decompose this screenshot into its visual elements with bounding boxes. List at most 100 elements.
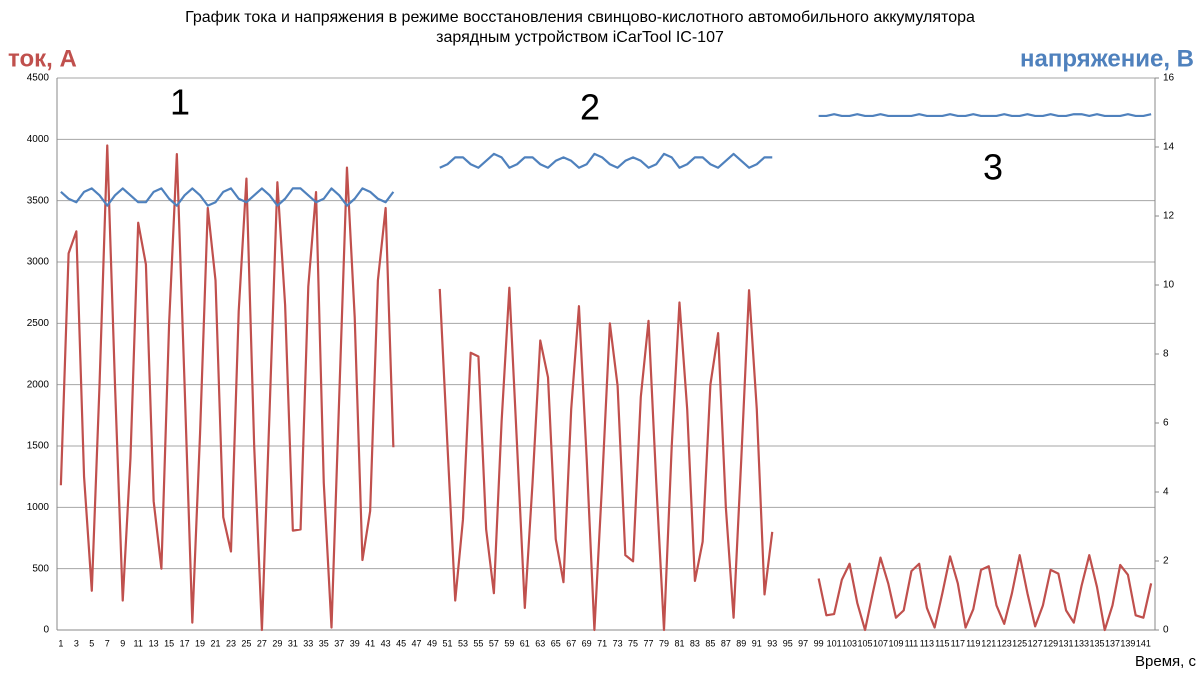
annotation: 2 xyxy=(580,87,600,128)
x-axis-title: Время, с xyxy=(1135,653,1196,670)
y2-tick-label: 2 xyxy=(1163,556,1169,567)
series-line xyxy=(60,113,1152,207)
annotation: 3 xyxy=(983,147,1003,188)
x-tick-label: 119 xyxy=(966,638,980,648)
x-tick-label: 23 xyxy=(226,638,236,648)
x-tick-label: 39 xyxy=(350,638,360,648)
x-tick-label: 133 xyxy=(1074,638,1089,648)
x-tick-label: 45 xyxy=(396,638,406,648)
x-tick-label: 9 xyxy=(120,638,125,648)
y-tick-label: 500 xyxy=(32,563,49,574)
x-tick-label: 73 xyxy=(613,638,623,648)
x-tick-label: 111 xyxy=(905,638,919,648)
y-tick-label: 0 xyxy=(43,625,49,636)
y2-tick-label: 12 xyxy=(1163,211,1175,222)
y2-axis-title: напряжение, В xyxy=(1020,45,1194,72)
x-tick-label: 35 xyxy=(319,638,329,648)
x-tick-label: 25 xyxy=(241,638,251,648)
x-tick-label: 43 xyxy=(381,638,391,648)
x-tick-label: 75 xyxy=(628,638,638,648)
y-tick-label: 2000 xyxy=(27,379,50,390)
x-tick-label: 113 xyxy=(920,638,934,648)
y-tick-label: 2500 xyxy=(27,318,50,329)
x-tick-label: 55 xyxy=(473,638,483,648)
x-tick-label: 15 xyxy=(164,638,174,648)
x-tick-label: 69 xyxy=(582,638,592,648)
x-tick-label: 3 xyxy=(74,638,79,648)
y2-tick-label: 6 xyxy=(1163,418,1169,429)
x-tick-label: 17 xyxy=(180,638,190,648)
x-tick-label: 101 xyxy=(827,638,842,648)
chart-title: зарядным устройством iCarTool IC-107 xyxy=(436,29,724,46)
x-tick-label: 97 xyxy=(798,638,808,648)
x-tick-label: 13 xyxy=(149,638,159,648)
x-tick-label: 139 xyxy=(1120,638,1135,648)
x-tick-label: 135 xyxy=(1089,638,1104,648)
x-tick-label: 105 xyxy=(858,638,873,648)
annotation: 1 xyxy=(170,82,190,123)
x-tick-label: 65 xyxy=(551,638,561,648)
x-tick-label: 71 xyxy=(597,638,607,648)
x-tick-label: 125 xyxy=(1012,638,1027,648)
x-tick-label: 77 xyxy=(644,638,654,648)
x-tick-label: 99 xyxy=(814,638,824,648)
x-tick-label: 29 xyxy=(272,638,282,648)
x-tick-label: 87 xyxy=(721,638,731,648)
y-tick-label: 4000 xyxy=(27,134,50,145)
y2-tick-label: 0 xyxy=(1163,625,1169,636)
x-tick-label: 7 xyxy=(105,638,110,648)
x-tick-label: 127 xyxy=(1028,638,1043,648)
x-tick-label: 49 xyxy=(427,638,437,648)
y-axis-title: ток, А xyxy=(8,45,77,72)
y-tick-label: 1000 xyxy=(27,502,50,513)
x-tick-label: 27 xyxy=(257,638,267,648)
x-tick-label: 93 xyxy=(767,638,777,648)
series-line xyxy=(59,144,1153,632)
x-tick-label: 137 xyxy=(1105,638,1120,648)
x-tick-label: 103 xyxy=(842,638,857,648)
x-tick-label: 31 xyxy=(288,638,298,648)
y2-tick-label: 14 xyxy=(1163,142,1175,153)
x-tick-label: 123 xyxy=(997,638,1012,648)
x-tick-label: 5 xyxy=(89,638,94,648)
x-tick-label: 57 xyxy=(489,638,499,648)
x-tick-label: 85 xyxy=(705,638,715,648)
x-tick-label: 91 xyxy=(752,638,762,648)
y-tick-label: 4500 xyxy=(27,73,50,84)
x-tick-label: 21 xyxy=(211,638,221,648)
y2-tick-label: 10 xyxy=(1163,280,1175,291)
chart-title: График тока и напряжения в режиме восста… xyxy=(185,9,975,26)
x-tick-label: 59 xyxy=(504,638,514,648)
x-tick-label: 37 xyxy=(334,638,344,648)
x-tick-label: 51 xyxy=(442,638,452,648)
x-tick-label: 115 xyxy=(935,638,949,648)
x-tick-label: 141 xyxy=(1136,638,1151,648)
x-tick-label: 79 xyxy=(659,638,669,648)
y2-tick-label: 16 xyxy=(1163,73,1175,84)
x-tick-label: 107 xyxy=(873,638,888,648)
x-tick-label: 117 xyxy=(951,638,965,648)
x-tick-label: 63 xyxy=(535,638,545,648)
x-tick-label: 129 xyxy=(1043,638,1058,648)
x-tick-label: 1 xyxy=(58,638,63,648)
x-tick-label: 121 xyxy=(981,638,996,648)
x-tick-label: 89 xyxy=(736,638,746,648)
x-tick-label: 33 xyxy=(303,638,313,648)
y2-tick-label: 8 xyxy=(1163,349,1169,360)
x-tick-label: 11 xyxy=(134,638,143,648)
x-tick-label: 19 xyxy=(195,638,205,648)
x-tick-label: 81 xyxy=(674,638,684,648)
x-tick-label: 131 xyxy=(1059,638,1074,648)
x-tick-label: 61 xyxy=(520,638,530,648)
y-tick-label: 3000 xyxy=(27,257,50,268)
x-tick-label: 47 xyxy=(412,638,422,648)
x-tick-label: 95 xyxy=(783,638,793,648)
x-tick-label: 53 xyxy=(458,638,468,648)
x-tick-label: 67 xyxy=(566,638,576,648)
x-tick-label: 83 xyxy=(690,638,700,648)
y-tick-label: 1500 xyxy=(27,441,50,452)
x-tick-label: 109 xyxy=(888,638,903,648)
y-tick-label: 3500 xyxy=(27,195,50,206)
x-tick-label: 41 xyxy=(365,638,375,648)
